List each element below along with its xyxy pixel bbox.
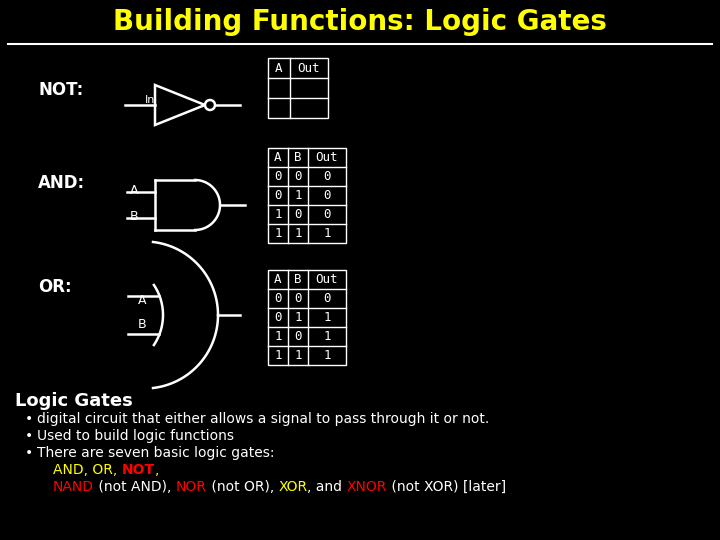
Bar <box>268 58 328 118</box>
Text: 0: 0 <box>274 292 282 305</box>
Text: OR:: OR: <box>38 278 71 296</box>
Text: •: • <box>25 429 33 443</box>
Text: Out: Out <box>298 62 320 75</box>
Text: (not XOR) [later]: (not XOR) [later] <box>387 480 506 494</box>
Text: AND, OR,: AND, OR, <box>53 463 122 477</box>
Text: NAND: NAND <box>53 480 94 494</box>
Text: 0: 0 <box>323 208 330 221</box>
Text: Logic Gates: Logic Gates <box>15 392 132 410</box>
Text: •: • <box>25 412 33 426</box>
Text: , and: , and <box>307 480 347 494</box>
Text: Building Functions: Logic Gates: Building Functions: Logic Gates <box>113 8 607 36</box>
Text: 0: 0 <box>274 170 282 183</box>
Text: 1: 1 <box>323 227 330 240</box>
Text: 1: 1 <box>274 330 282 343</box>
Text: 0: 0 <box>294 208 302 221</box>
Text: 1: 1 <box>274 227 282 240</box>
Bar <box>268 270 346 365</box>
Text: NOT:: NOT: <box>38 81 84 99</box>
Text: (not AND),: (not AND), <box>94 480 176 494</box>
Text: A: A <box>274 151 282 164</box>
Text: B: B <box>130 211 139 224</box>
Text: 1: 1 <box>294 311 302 324</box>
Text: 0: 0 <box>323 189 330 202</box>
Bar <box>268 148 346 243</box>
Text: 0: 0 <box>274 189 282 202</box>
Text: Out: Out <box>316 273 338 286</box>
Text: •: • <box>25 446 33 460</box>
Text: There are seven basic logic gates:: There are seven basic logic gates: <box>37 446 274 460</box>
Text: XNOR: XNOR <box>347 480 387 494</box>
Text: A: A <box>130 185 138 198</box>
Text: Out: Out <box>316 151 338 164</box>
Text: 0: 0 <box>323 170 330 183</box>
Text: 0: 0 <box>323 292 330 305</box>
Text: XOR: XOR <box>278 480 307 494</box>
Text: B: B <box>138 319 147 332</box>
Text: 0: 0 <box>294 170 302 183</box>
Text: NOT: NOT <box>122 463 155 477</box>
Text: 0: 0 <box>294 292 302 305</box>
Text: 1: 1 <box>294 189 302 202</box>
Text: 1: 1 <box>294 349 302 362</box>
Text: (not OR),: (not OR), <box>207 480 278 494</box>
Text: A: A <box>138 294 146 307</box>
Text: B: B <box>294 151 302 164</box>
Text: 1: 1 <box>274 349 282 362</box>
Text: B: B <box>294 273 302 286</box>
Text: Used to build logic functions: Used to build logic functions <box>37 429 234 443</box>
Text: 1: 1 <box>323 330 330 343</box>
Text: 1: 1 <box>274 208 282 221</box>
Text: A: A <box>274 273 282 286</box>
Text: digital circuit that either allows a signal to pass through it or not.: digital circuit that either allows a sig… <box>37 412 490 426</box>
Text: 1: 1 <box>294 227 302 240</box>
Text: 0: 0 <box>294 330 302 343</box>
Text: NOR: NOR <box>176 480 207 494</box>
Text: ,: , <box>155 463 159 477</box>
Text: 0: 0 <box>274 311 282 324</box>
Text: 1: 1 <box>323 349 330 362</box>
Text: 1: 1 <box>323 311 330 324</box>
Text: AND:: AND: <box>38 174 85 192</box>
Text: A: A <box>275 62 283 75</box>
Text: In: In <box>145 95 156 105</box>
